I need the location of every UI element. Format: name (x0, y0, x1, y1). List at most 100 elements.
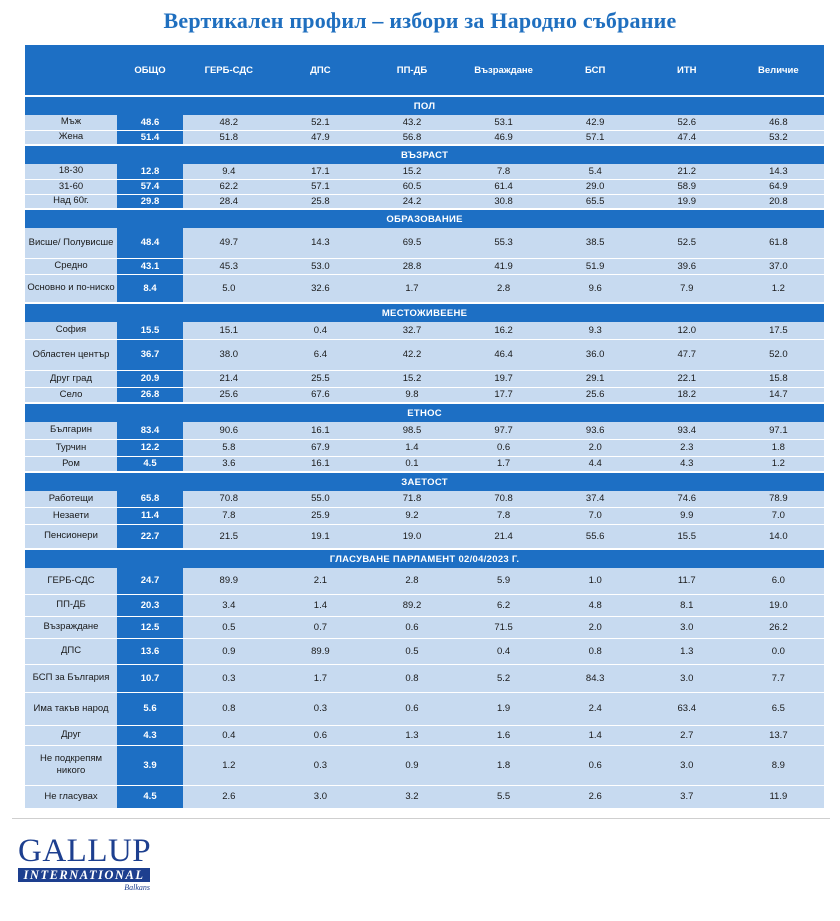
value-cell: 2.1 (274, 568, 367, 595)
header-party: ГЕРБ-СДС (183, 45, 275, 96)
section-title: ОБРАЗОВАНИЕ (25, 208, 825, 228)
row-label: София (25, 322, 117, 340)
value-cell: 84.3 (549, 664, 641, 693)
table-row: Друг град 20.9 21.4 25.5 15.2 19.7 29.1 22.1 15.… (25, 370, 825, 388)
value-cell: 25.5 (274, 370, 367, 388)
total-cell: 4.3 (117, 725, 183, 746)
value-cell: 9.6 (549, 274, 641, 304)
total-cell: 48.6 (117, 115, 183, 131)
value-cell: 0.0 (732, 638, 825, 665)
value-cell: 58.9 (640, 179, 733, 195)
section-title: ЕТНОС (25, 402, 825, 422)
value-cell: 37.0 (732, 258, 825, 275)
table-row: Областен център 36.7 38.0 6.4 42.2 46.4 36.0 47… (25, 339, 825, 371)
value-cell: 70.8 (457, 491, 550, 508)
row-label: Ром (25, 456, 117, 473)
value-cell: 51.9 (549, 258, 641, 275)
value-cell: 0.6 (366, 616, 458, 639)
page-title: Вертикален профил – избори за Народно съ… (163, 8, 677, 33)
total-cell: 51.4 (117, 130, 183, 146)
total-cell: 36.7 (117, 339, 183, 371)
value-cell: 32.7 (366, 322, 458, 340)
total-cell: 12.2 (117, 439, 183, 457)
value-cell: 61.4 (457, 179, 550, 195)
value-cell: 42.2 (366, 339, 458, 371)
table-row: Ром 4.5 3.6 16.1 0.1 1.7 4.4 4.3 1.2 (25, 456, 825, 473)
value-cell: 56.8 (366, 130, 458, 146)
value-cell: 0.6 (549, 745, 641, 786)
value-cell: 45.3 (183, 258, 275, 275)
value-cell: 13.7 (732, 725, 825, 746)
value-cell: 2.4 (549, 692, 641, 726)
value-cell: 74.6 (640, 491, 733, 508)
value-cell: 3.0 (274, 785, 367, 809)
table-row: Възраждане 12.5 0.5 0.7 0.6 71.5 2.0 3.0 26.2 (25, 616, 825, 639)
total-cell: 20.3 (117, 594, 183, 617)
section-header-row: ЗАЕТОСТ (25, 471, 825, 491)
value-cell: 11.7 (640, 568, 733, 595)
value-cell: 3.7 (640, 785, 733, 809)
value-cell: 67.6 (274, 387, 367, 404)
value-cell: 1.2 (732, 456, 825, 473)
value-cell: 3.0 (640, 745, 733, 786)
row-label: Не подкрепям никого (25, 745, 117, 786)
value-cell: 49.7 (183, 228, 275, 259)
value-cell: 15.8 (732, 370, 825, 388)
value-cell: 4.3 (640, 456, 733, 473)
value-cell: 9.8 (366, 387, 458, 404)
value-cell: 37.4 (549, 491, 641, 508)
total-cell: 3.9 (117, 745, 183, 786)
value-cell: 17.5 (732, 322, 825, 340)
value-cell: 0.6 (274, 725, 367, 746)
value-cell: 21.2 (640, 164, 733, 180)
value-cell: 1.8 (732, 439, 825, 457)
value-cell: 29.1 (549, 370, 641, 388)
total-cell: 15.5 (117, 322, 183, 340)
row-label: Българин (25, 422, 117, 440)
total-cell: 43.1 (117, 258, 183, 275)
value-cell: 7.8 (183, 507, 275, 525)
value-cell: 17.1 (274, 164, 367, 180)
header-party: ПП-ДБ (366, 45, 458, 96)
section-title: МЕСТОЖИВЕЕНЕ (25, 302, 825, 322)
value-cell: 67.9 (274, 439, 367, 457)
value-cell: 2.0 (549, 439, 641, 457)
value-cell: 1.3 (640, 638, 733, 665)
value-cell: 90.6 (183, 422, 275, 440)
table-row: Пенсионери 22.7 21.5 19.1 19.0 21.4 55.6 15.5 14… (25, 524, 825, 550)
value-cell: 57.1 (549, 130, 641, 146)
table-row: Основно и по-ниско 8.4 5.0 32.6 1.7 2.8 9.6 7.9… (25, 274, 825, 304)
value-cell: 5.0 (183, 274, 275, 304)
value-cell: 36.0 (549, 339, 641, 371)
value-cell: 52.5 (640, 228, 733, 259)
value-cell: 55.3 (457, 228, 550, 259)
value-cell: 39.6 (640, 258, 733, 275)
value-cell: 15.2 (366, 370, 458, 388)
total-cell: 57.4 (117, 179, 183, 195)
row-label: 18-30 (25, 164, 117, 180)
table-row: БСП за България 10.7 0.3 1.7 0.8 5.2 84.3 3.0 7.… (25, 664, 825, 693)
header-party: БСП (549, 45, 641, 96)
section-title: ВЪЗРАСТ (25, 144, 825, 164)
value-cell: 1.7 (366, 274, 458, 304)
table-row: Има такъв народ 5.6 0.8 0.3 0.6 1.9 2.4 63.4 6.5 (25, 692, 825, 726)
value-cell: 6.2 (457, 594, 550, 617)
value-cell: 7.8 (457, 507, 550, 525)
value-cell: 0.3 (274, 745, 367, 786)
value-cell: 0.4 (183, 725, 275, 746)
value-cell: 71.8 (366, 491, 458, 508)
total-cell: 26.8 (117, 387, 183, 404)
value-cell: 28.8 (366, 258, 458, 275)
row-label: ПП-ДБ (25, 594, 117, 617)
value-cell: 8.1 (640, 594, 733, 617)
value-cell: 46.9 (457, 130, 550, 146)
value-cell: 22.1 (640, 370, 733, 388)
value-cell: 0.6 (366, 692, 458, 726)
logo-subtitle: Balkans (124, 883, 150, 892)
total-cell: 29.8 (117, 194, 183, 210)
value-cell: 1.3 (366, 725, 458, 746)
row-label: Село (25, 387, 117, 404)
value-cell: 1.8 (457, 745, 550, 786)
value-cell: 25.8 (274, 194, 367, 210)
value-cell: 0.7 (274, 616, 367, 639)
